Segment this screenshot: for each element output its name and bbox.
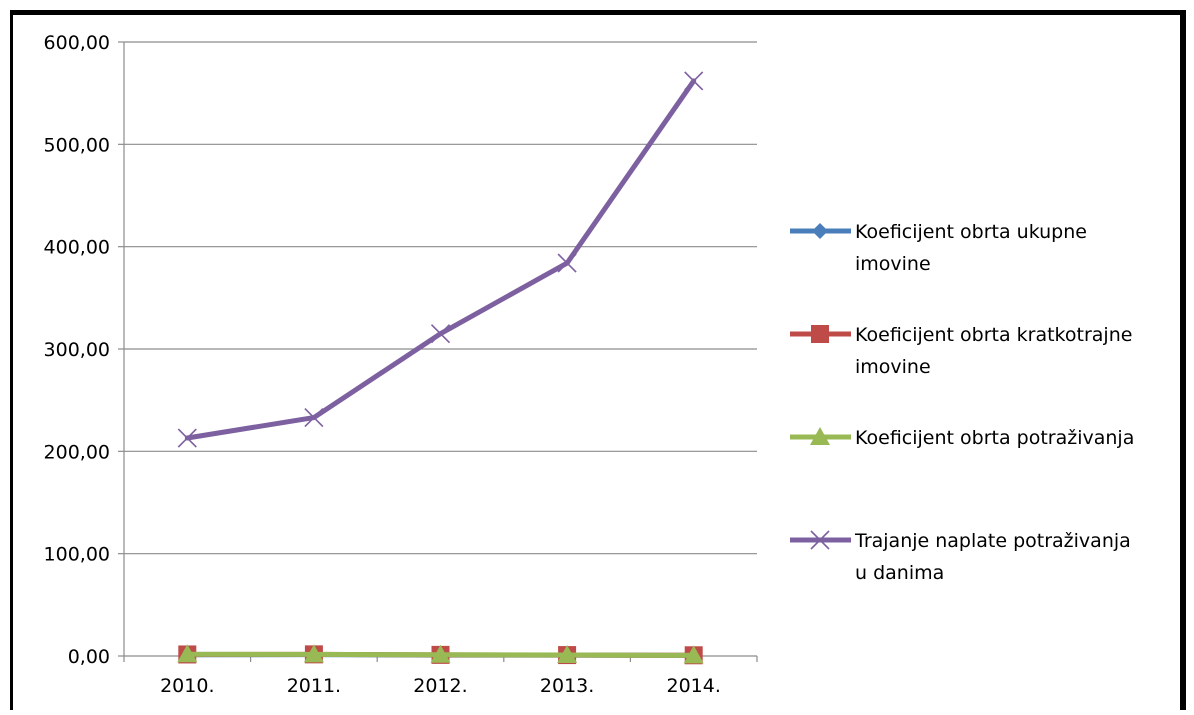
legend-label: Trajanje naplate potraživanja [854, 530, 1131, 552]
x-tick-label: 2013. [540, 675, 594, 697]
legend-marker [812, 223, 828, 239]
y-tick-label: 0,00 [68, 646, 110, 668]
y-tick-label: 200,00 [44, 441, 110, 463]
y-tick-label: 100,00 [44, 544, 110, 566]
chart-frame [10, 10, 1186, 710]
y-tick-label: 600,00 [44, 32, 110, 54]
data-point [557, 645, 578, 664]
legend-label: imovine [855, 253, 931, 275]
data-point [177, 428, 197, 448]
x-tick-label: 2011. [287, 675, 341, 697]
series-4 [177, 71, 704, 448]
legend: Koeficijent obrta ukupneimovineKoeficije… [790, 221, 1134, 584]
x-tick-label: 2010. [160, 675, 214, 697]
series-group [177, 71, 704, 665]
data-point [684, 71, 704, 91]
legend-marker [811, 325, 829, 343]
legend-marker [810, 427, 830, 445]
gridlines [124, 41, 757, 555]
series-3 [177, 644, 704, 664]
data-point [683, 645, 704, 664]
data-point [177, 644, 198, 663]
series-line [184, 78, 697, 441]
legend-label: Koeficijent obrta ukupne [855, 221, 1087, 243]
y-axis-ticks: 0,00 100,00 200,00 300,00 400,00 500,00 600,00 [44, 32, 124, 668]
legend-entry-2: Koeficijent obrta kratkotrajne imovine [790, 324, 1132, 378]
legend-entry-1: Koeficijent obrta ukupne imovine [790, 221, 1087, 275]
legend-label: Koeficijent obrta potraživanja [855, 427, 1134, 449]
x-axis-ticks: 2010. 2011. 2012. 2013. 2014. [123, 656, 758, 697]
legend-entry-3: Koeficijent obrta potraživanja [790, 427, 1134, 449]
legend-entry-4: Trajanje naplate potraživanja u danima [790, 530, 1131, 584]
legend-label: imovine [855, 356, 931, 378]
x-tick-label: 2012. [413, 675, 467, 697]
data-point [304, 407, 324, 428]
data-point [430, 324, 451, 344]
data-point [430, 644, 451, 663]
x-tick-label: 2014. [666, 675, 720, 697]
y-tick-label: 400,00 [44, 237, 110, 259]
data-point [557, 253, 577, 273]
y-tick-label: 300,00 [44, 339, 110, 361]
legend-label: u danima [855, 562, 944, 584]
y-tick-label: 500,00 [44, 134, 110, 156]
legend-label: Koeficijent obrta kratkotrajne [855, 324, 1132, 346]
legend-marker [810, 530, 830, 550]
data-point [303, 644, 324, 663]
